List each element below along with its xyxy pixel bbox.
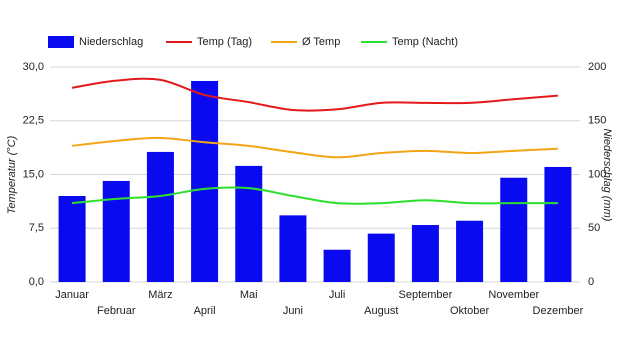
y2-tick-label: 100 [588, 168, 606, 180]
y-tick-label: 0,0 [29, 276, 44, 288]
y2-tick-label: 0 [588, 276, 594, 288]
line [71, 136, 558, 159]
x-tick-label: Dezember [533, 305, 584, 317]
x-tick-label: Januar [55, 289, 89, 301]
legend-swatch [48, 36, 74, 48]
y-tick-label: 7,5 [29, 222, 44, 234]
bar [102, 180, 130, 282]
bar [411, 225, 439, 282]
legend-label: Temp (Tag) [197, 36, 252, 48]
bar [235, 165, 263, 282]
bar [279, 215, 307, 282]
line [71, 77, 558, 112]
y2-tick-label: 200 [588, 61, 606, 73]
x-tick-label: April [194, 305, 216, 317]
bar [456, 220, 484, 282]
legend-label: Niederschlag [79, 36, 143, 48]
x-tick-label: Mai [240, 289, 258, 301]
x-tick-label: Juni [283, 305, 303, 317]
y2-tick-label: 150 [588, 115, 606, 127]
line [71, 186, 558, 205]
x-tick-label: März [148, 289, 172, 301]
x-tick-label: September [399, 289, 453, 301]
bar [146, 151, 174, 282]
x-tick-label: Oktober [450, 305, 489, 317]
y2-tick-label: 50 [588, 222, 600, 234]
legend-label: Temp (Nacht) [392, 36, 458, 48]
bar [544, 166, 572, 282]
bar [58, 196, 86, 282]
x-tick-label: November [488, 289, 539, 301]
y-tick-label: 22,5 [23, 115, 44, 127]
legend-label: Ø Temp [302, 36, 340, 48]
x-tick-label: Juli [329, 289, 346, 301]
y-tick-label: 15,0 [23, 168, 44, 180]
bar [191, 80, 219, 282]
y2-axis-title: Niederschlag (mm) [601, 129, 613, 222]
bar [500, 177, 528, 282]
y-axis-title: Temperatur (°C) [6, 135, 18, 214]
x-tick-label: Februar [97, 305, 136, 317]
x-tick-label: August [364, 305, 398, 317]
bar [323, 249, 351, 282]
bar [367, 233, 395, 282]
y-tick-label: 30,0 [23, 61, 44, 73]
